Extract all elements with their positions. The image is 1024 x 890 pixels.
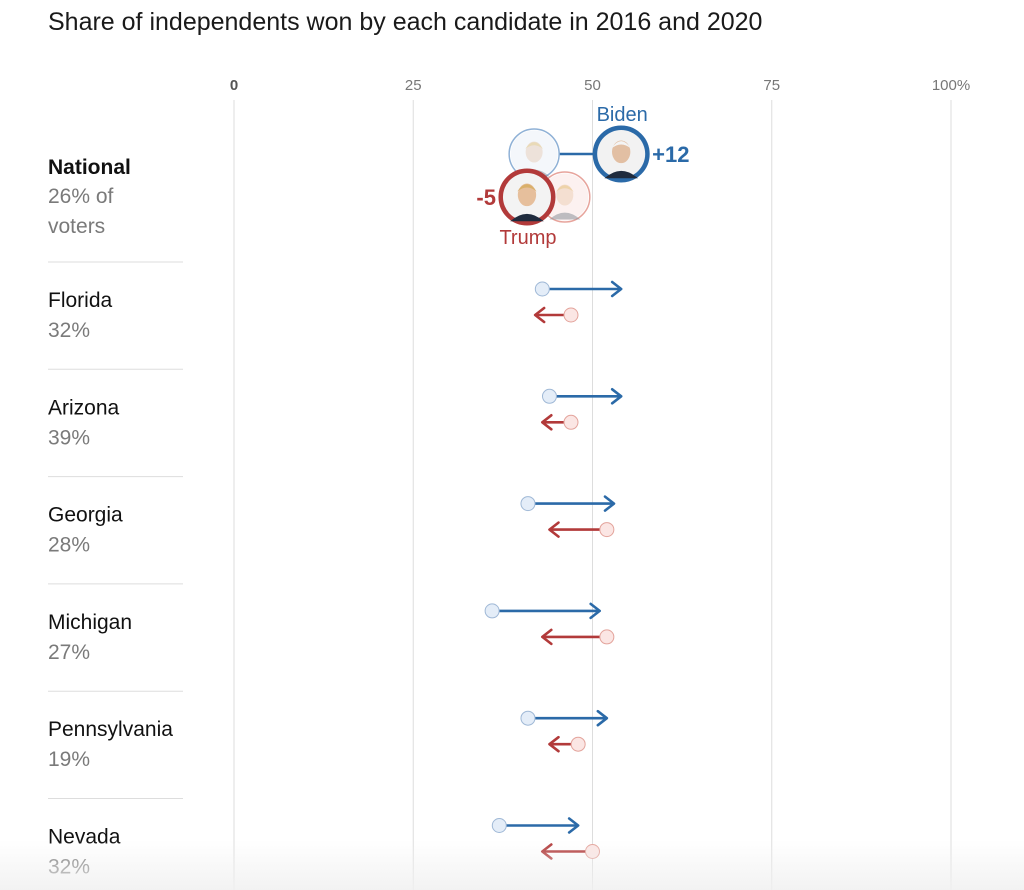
row-share: 32%	[48, 856, 90, 879]
dem-series-label: Biden	[597, 104, 648, 126]
dem-2016-dot	[520, 710, 536, 726]
dem-arrow-head	[596, 709, 609, 727]
rep-2016-dot	[563, 307, 579, 323]
national-share-line1: 26% of	[48, 185, 114, 208]
x-tick-label: 50	[584, 77, 601, 94]
dem-change-label: +12	[652, 142, 689, 167]
rep-arrow-head	[533, 306, 546, 324]
clinton-2016-portrait-hair	[525, 142, 544, 149]
trump-2016-portrait-hair	[555, 185, 574, 192]
row-florida: Florida 32%	[48, 261, 623, 342]
trump-2020-portrait-hair	[517, 184, 537, 192]
dem-2016-dot	[484, 603, 500, 619]
rep-2016-dot	[563, 414, 579, 430]
biden-2020-portrait-face	[612, 140, 631, 164]
row-michigan: Michigan 27%	[48, 583, 615, 664]
row-name: Michigan	[48, 611, 132, 634]
trump-2016-portrait-shoulders	[549, 212, 581, 220]
clinton-2016-portrait-face	[525, 141, 543, 163]
row-pennsylvania: Pennsylvania 19%	[48, 690, 609, 771]
trump-2020-portrait-face	[517, 183, 537, 207]
row-name: Nevada	[48, 826, 121, 849]
rep-arrow-head	[541, 414, 553, 431]
x-tick-label: 25	[405, 77, 422, 94]
row-georgia: Georgia 28%	[48, 476, 616, 557]
row-share: 39%	[48, 426, 90, 449]
rep-arrow-head	[541, 628, 553, 646]
national-share-line2: voters	[48, 215, 105, 238]
rep-2016-dot	[585, 844, 600, 859]
rep-2016-dot	[599, 629, 615, 645]
dem-2016-dot	[520, 496, 536, 512]
national-name: National	[48, 156, 131, 179]
biden-2020-portrait-hair	[611, 141, 631, 149]
row-name: Georgia	[48, 504, 123, 527]
dem-arrow-head	[567, 817, 580, 834]
trump-2016-portrait-face	[556, 184, 574, 206]
row-name: Pennsylvania	[48, 718, 173, 741]
trump-2020-portrait	[498, 168, 556, 226]
chart-title: Share of independents won by each candid…	[48, 8, 763, 36]
dem-2016-dot	[534, 281, 550, 297]
dem-arrow-head	[610, 388, 623, 405]
row-arizona: Arizona 39%	[48, 368, 623, 449]
x-tick-label: 100%	[932, 77, 970, 94]
dem-arrow-head	[603, 495, 616, 512]
rep-change-label: -5	[476, 185, 496, 210]
rep-arrow-head	[548, 735, 560, 753]
rep-arrow-head	[548, 521, 560, 538]
biden-2020-portrait-shoulders	[604, 170, 638, 179]
x-tick-label: 0	[230, 77, 238, 94]
row-share: 27%	[48, 641, 90, 664]
dem-arrow-head	[610, 280, 623, 298]
row-share: 28%	[48, 534, 90, 557]
row-nevada: Nevada 32%	[48, 798, 600, 879]
rep-2016-dot	[599, 522, 615, 538]
dem-arrow-head	[589, 602, 601, 620]
trump-2020-portrait-shoulders	[510, 213, 544, 222]
dem-2016-dot	[491, 818, 507, 833]
rep-2016-dot	[570, 736, 586, 752]
rep-series-label: Trump	[499, 227, 556, 249]
biden-2020-portrait	[592, 125, 650, 183]
row-name: Florida	[48, 289, 113, 312]
row-name: Arizona	[48, 396, 120, 419]
dem-2016-dot	[541, 388, 557, 404]
row-share: 32%	[48, 319, 90, 342]
x-tick-label: 75	[763, 77, 780, 94]
row-share: 19%	[48, 748, 90, 771]
